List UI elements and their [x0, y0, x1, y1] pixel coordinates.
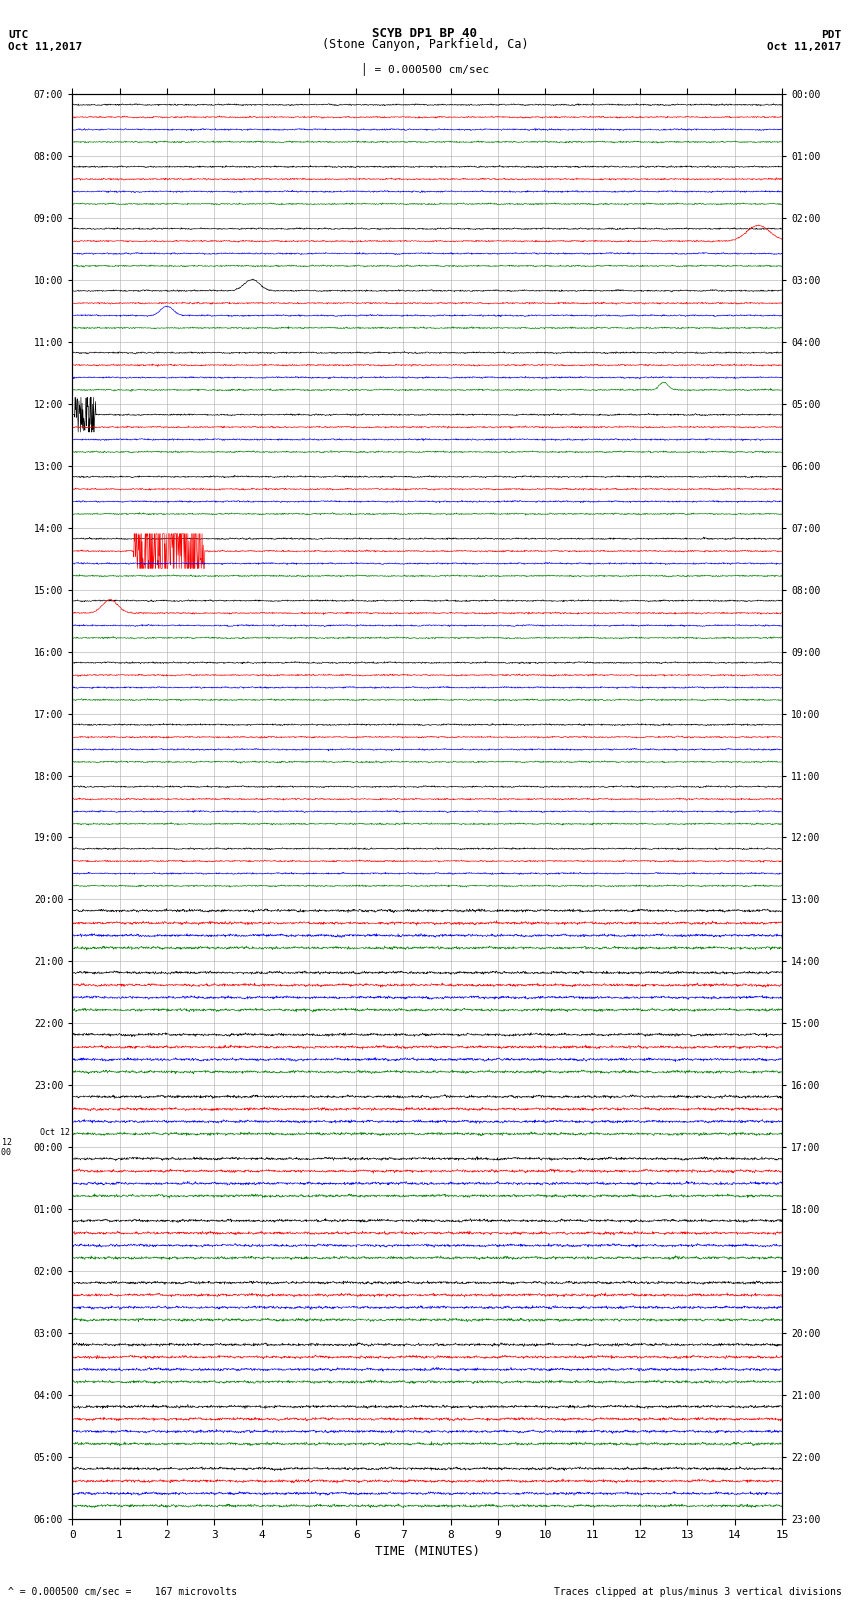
Text: UTC: UTC	[8, 29, 29, 39]
Text: (Stone Canyon, Parkfield, Ca): (Stone Canyon, Parkfield, Ca)	[321, 37, 529, 50]
Text: Oct 11,2017: Oct 11,2017	[768, 42, 842, 52]
Text: ^ = 0.000500 cm/sec =    167 microvolts: ^ = 0.000500 cm/sec = 167 microvolts	[8, 1587, 238, 1597]
Text: Oct 12: Oct 12	[40, 1127, 70, 1147]
Text: │ = 0.000500 cm/sec: │ = 0.000500 cm/sec	[361, 63, 489, 76]
Text: SCYB DP1 BP 40: SCYB DP1 BP 40	[372, 26, 478, 39]
X-axis label: TIME (MINUTES): TIME (MINUTES)	[375, 1545, 479, 1558]
Text: PDT: PDT	[821, 29, 842, 39]
Text: Traces clipped at plus/minus 3 vertical divisions: Traces clipped at plus/minus 3 vertical …	[553, 1587, 842, 1597]
Text: Oct 11,2017: Oct 11,2017	[8, 42, 82, 52]
Text: Oct 12
00:00: Oct 12 00:00	[0, 1137, 12, 1157]
